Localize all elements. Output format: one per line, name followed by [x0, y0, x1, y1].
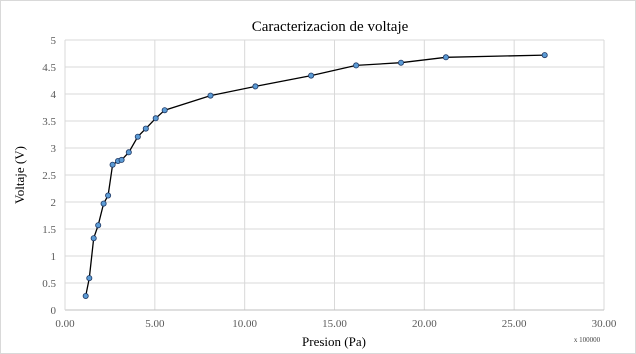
x-tick-label: 25.00: [502, 318, 527, 330]
y-tick-label: 0: [51, 305, 57, 317]
data-point: [90, 235, 97, 242]
data-point: [118, 156, 125, 163]
y-tick-label: 3.5: [42, 116, 56, 128]
x-tick-labels: 0.00 5.00 10.00 15.00 20.00 25.00 30.00: [55, 318, 617, 330]
y-tick-label: 4: [51, 89, 57, 101]
axes: [64, 40, 604, 311]
x-tick-label: 10.00: [232, 318, 257, 330]
x-tick-label: 20.00: [412, 318, 437, 330]
data-point: [109, 161, 116, 168]
y-tick-labels: 0 0.5 1 1.5 2 2.5 3 3.5 4 4.5 5: [42, 35, 56, 317]
x-tick-label: 30.00: [592, 318, 617, 330]
data-point: [541, 52, 548, 59]
x-tick-label: 0.00: [55, 318, 75, 330]
data-point: [82, 292, 89, 299]
data-point: [252, 83, 259, 90]
y-tick-label: 0.5: [42, 278, 56, 290]
data-point: [397, 59, 404, 66]
data-point: [442, 54, 449, 61]
data-point: [353, 62, 360, 69]
data-point: [86, 275, 93, 282]
data-point: [125, 149, 132, 156]
x-tick-label: 15.00: [322, 318, 347, 330]
data-point: [95, 222, 102, 229]
data-point: [161, 107, 168, 114]
y-tick-label: 3: [51, 143, 57, 155]
x-multiplier-label: x 100000: [574, 336, 601, 344]
data-point: [207, 92, 214, 99]
y-axis-label: Voltaje (V): [12, 146, 27, 204]
y-tick-label: 1: [51, 251, 57, 263]
data-point: [308, 72, 315, 79]
data-points: [82, 52, 548, 299]
data-point: [134, 133, 141, 140]
y-tick-label: 2: [51, 197, 57, 209]
data-point: [152, 115, 159, 122]
x-tick-label: 5.00: [145, 318, 165, 330]
y-tick-label: 1.5: [42, 224, 56, 236]
data-point: [105, 192, 112, 199]
chart-title: Caracterizacion de voltaje: [252, 19, 409, 35]
y-tick-label: 5: [51, 35, 57, 47]
data-point: [142, 125, 149, 132]
x-axis-label: Presion (Pa): [302, 334, 366, 349]
data-point: [100, 200, 107, 207]
gridlines: [65, 39, 605, 310]
y-tick-label: 2.5: [42, 170, 56, 182]
y-tick-label: 4.5: [42, 62, 56, 74]
